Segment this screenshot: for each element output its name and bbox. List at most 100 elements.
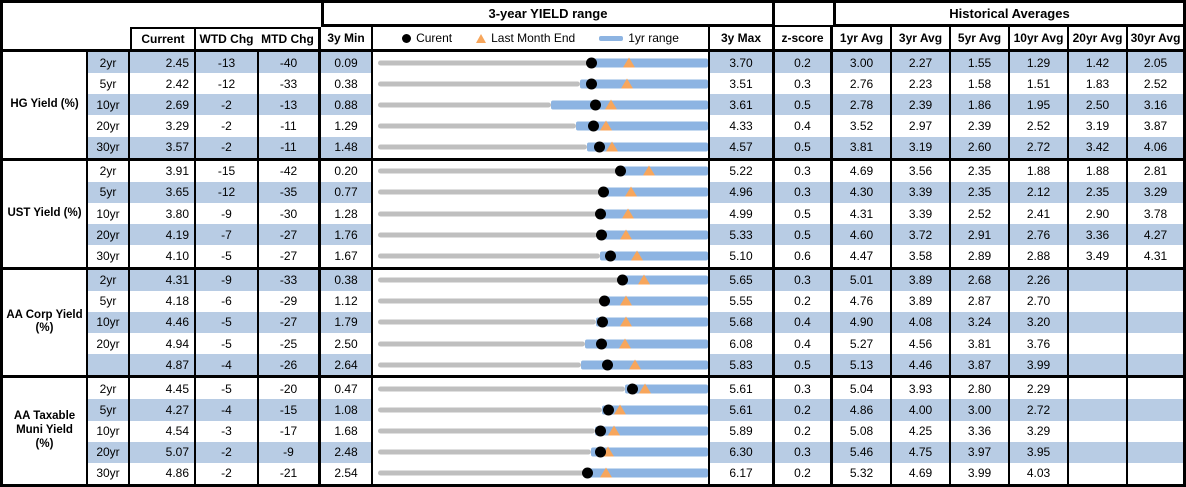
table-row: 10yr 3.80 -9 -30 1.28 4.99 0.5 4.31 3.39 2.52 2.41… [88, 203, 1183, 225]
mtd-chg-cell: -30 [259, 203, 321, 225]
current-dot [597, 316, 609, 328]
range-chart-cell [373, 332, 710, 355]
legend-item-1yr-range: 1yr range [599, 31, 679, 45]
avg-10yr-cell: 2.12 [1010, 181, 1069, 204]
avg-1yr-cell: 5.13 [833, 354, 892, 376]
range-1yr-bar [550, 100, 708, 110]
mtd-chg-cell: -29 [259, 290, 321, 312]
table-row: 20yr 4.19 -7 -27 1.76 5.33 0.5 4.60 3.72 2.91 2.76… [88, 224, 1183, 246]
min-3y-cell: 1.29 [321, 115, 373, 137]
wtd-chg-cell: -12 [196, 181, 259, 204]
track-bar [378, 102, 551, 108]
avg-3yr-cell: 4.25 [892, 420, 951, 442]
group-separator [3, 375, 1183, 379]
avg-3yr-cell: 3.58 [892, 245, 951, 267]
yield-group: UST Yield (%) 2yr 3.91 -15 -42 0.20 5.22 0.3 4.6… [3, 160, 1183, 267]
group-label: UST Yield (%) [3, 160, 88, 267]
tenor-cell: 10yr [88, 203, 130, 225]
range-bar-icon [599, 35, 624, 41]
group-label-line: UST Yield (%) [7, 206, 82, 219]
current-cell: 3.65 [130, 181, 196, 204]
min-3y-cell: 0.38 [321, 73, 373, 95]
header-row-titles: 3-year YIELD range Historical Averages [3, 3, 1183, 27]
z-score-cell: 0.2 [775, 462, 833, 484]
current-dot [581, 467, 593, 479]
z-score-cell: 0.3 [775, 269, 833, 291]
range-1yr-bar [580, 360, 708, 370]
table-row: 30yr 4.10 -5 -27 1.67 5.10 0.6 4.47 3.58 2.89 2.88… [88, 245, 1183, 267]
mtd-chg-cell: -20 [259, 378, 321, 400]
wtd-chg-cell: -7 [196, 224, 259, 246]
avg-10yr-cell: 3.20 [1010, 311, 1069, 333]
z-score-cell: 0.2 [775, 290, 833, 312]
current-dot [595, 425, 607, 437]
max-3y-cell: 6.17 [710, 462, 775, 484]
avg-20yr-cell [1069, 311, 1128, 333]
avg-5yr-cell: 2.35 [951, 181, 1010, 204]
legend-last-month-label: Last Month End [491, 31, 576, 45]
z-score-cell: 0.4 [775, 115, 833, 137]
max-3y-column-header: 3y Max [710, 27, 775, 49]
tenor-cell: 5yr [88, 181, 130, 204]
table-row: 5yr 4.27 -4 -15 1.08 5.61 0.2 4.86 4.00 3.00 2.72 [88, 399, 1183, 421]
group-separator [3, 266, 1183, 270]
track-bar [378, 60, 589, 66]
range-chart-cell [373, 245, 710, 267]
range-chart-cell [373, 354, 710, 376]
current-cell: 4.10 [130, 245, 196, 267]
avg-20yr-cell: 1.42 [1069, 52, 1128, 74]
min-3y-cell: 1.76 [321, 224, 373, 246]
table-row: 2yr 4.31 -9 -33 0.38 5.65 0.3 5.01 3.89 2.68 2.26 [88, 269, 1183, 291]
avg-30yr-cell [1128, 441, 1183, 463]
max-3y-cell: 3.70 [710, 52, 775, 74]
max-3y-cell: 5.33 [710, 224, 775, 246]
last-month-triangle [639, 383, 652, 394]
current-dot [597, 186, 609, 198]
avg-30yr-cell [1128, 354, 1183, 376]
avg-1yr-cell: 4.69 [833, 160, 892, 182]
table-row: 10yr 2.69 -2 -13 0.88 3.61 0.5 2.78 2.39 1.86 1.95… [88, 94, 1183, 116]
avg-30yr-cell [1128, 269, 1183, 291]
max-3y-cell: 5.22 [710, 160, 775, 182]
avg-5yr-cell: 2.80 [951, 378, 1010, 400]
range-1yr-bar [600, 187, 708, 197]
avg-10yr-cell: 4.03 [1010, 462, 1069, 484]
avg-5yr-cell: 1.58 [951, 73, 1010, 95]
avg-20yr-cell [1069, 354, 1128, 376]
last-month-triangle [599, 120, 612, 131]
avg-20yr-cell: 3.49 [1069, 245, 1128, 267]
max-3y-cell: 5.83 [710, 354, 775, 376]
range-chart-cell [373, 441, 710, 463]
avg-20yr-cell: 3.36 [1069, 224, 1128, 246]
group-label: AA Corp Yield (%) [3, 269, 88, 376]
legend-1yr-range-label: 1yr range [628, 31, 679, 45]
last-month-triangle [625, 186, 638, 197]
range-chart-cell [373, 269, 710, 291]
track-bar [378, 123, 576, 129]
mtd-chg-cell: -33 [259, 269, 321, 291]
avg-5yr-cell: 3.36 [951, 420, 1010, 442]
tenor-cell: 2yr [88, 52, 130, 74]
z-score-cell: 0.6 [775, 245, 833, 267]
avg-5yr-cell: 3.87 [951, 354, 1010, 376]
avg-20yr-cell: 3.42 [1069, 136, 1128, 158]
max-3y-cell: 3.51 [710, 73, 775, 95]
avg-5yr-column-header: 5yr Avg [951, 27, 1010, 49]
avg-30yr-cell: 2.52 [1143, 76, 1168, 91]
range-chart-cell [373, 115, 710, 137]
current-cell: 2.45 [130, 52, 196, 74]
last-month-triangle [620, 295, 633, 306]
avg-1yr-column-header: 1yr Avg [833, 27, 892, 49]
last-month-triangle [620, 316, 633, 327]
min-3y-cell: 1.79 [321, 311, 373, 333]
track-bar [378, 211, 597, 217]
max-3y-cell: 4.57 [710, 136, 775, 158]
min-3y-cell: 1.12 [321, 290, 373, 312]
avg-3yr-cell: 3.39 [892, 181, 951, 204]
mtd-chg-column-header: MTD Chg [261, 32, 314, 46]
group-rows: 2yr 2.45 -13 -40 0.09 3.70 0.2 3.00 2.27 1.55 1.29… [88, 52, 1183, 158]
last-month-triangle [630, 250, 643, 261]
group-label-line: Muni Yield [16, 424, 73, 437]
wtd-chg-column-header: WTD Chg [199, 32, 254, 46]
avg-10yr-cell: 2.41 [1010, 203, 1069, 225]
